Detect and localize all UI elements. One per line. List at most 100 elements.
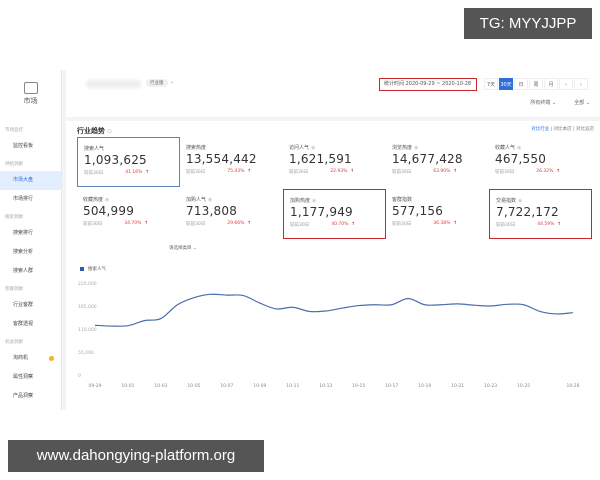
sidebar-logo-label: 市场 (23, 97, 38, 105)
metric-card[interactable]: 浏览热度 ◉ 14,677,428 较前30日 63.90% ↑ (386, 137, 489, 187)
sidebar-item[interactable]: 搜索排行 (13, 230, 34, 236)
svg-text:09-29: 09-29 (88, 383, 101, 389)
main-content: 行业版 ⌄ 统计时间 2020-09-29 ~ 2020-10-28 7天 30天… (66, 70, 600, 410)
arrow-up-icon: ↑ (453, 221, 458, 226)
metric-card[interactable]: 搜索人气 1,093,625 较前30日 41.16% ↑ (77, 137, 180, 187)
metric-card[interactable]: 客群指数 577,156 较前30日 36.38% ↑ (386, 189, 489, 239)
compare-industry-link[interactable]: 对比行业 (531, 127, 550, 132)
period-tab[interactable]: 7天 (484, 78, 498, 90)
metric-compare: 较前30日 36.38% ↑ (392, 221, 458, 227)
industry-trend-panel: 行业趋势 ⊙ 对比行业 | 对比本店 | 对比竞店 搜索人气 1,093,625 … (66, 121, 600, 410)
tg-watermark: TG: MYYJJPP (464, 8, 592, 39)
sidebar-item[interactable]: 淘商机 (0, 349, 61, 368)
sidebar-section-header: 搜索洞察 (5, 215, 23, 220)
metric-card[interactable]: 加购热度 ◉ 1,177,949 较前30日 40.70% ↑ (283, 189, 386, 239)
metric-card[interactable]: 访问人气 ◉ 1,621,591 较前30日 22.93% ↑ (283, 137, 386, 187)
metric-compare: 较前30日 26.32% ↑ (495, 169, 561, 175)
notification-dot-icon (49, 356, 54, 361)
metric-card[interactable]: 收藏人气 ◉ 467,550 较前30日 26.32% ↑ (489, 137, 592, 187)
help-icon[interactable]: ◉ (208, 197, 213, 203)
svg-text:0: 0 (78, 373, 81, 379)
period-tab[interactable]: ‹ (559, 78, 573, 90)
chevron-down-icon[interactable]: ⌄ (170, 79, 175, 85)
arrow-up-icon: ↑ (350, 169, 355, 174)
sidebar-item[interactable]: 市场大盘 (0, 171, 61, 190)
sidebar-item[interactable]: 产品洞察 (13, 393, 34, 399)
sidebar-item[interactable]: 行业客群 (13, 302, 34, 308)
compare-links: 对比行业 | 对比本店 | 对比竞店 (531, 127, 594, 132)
metric-compare: 较前30日 29.66% ↑ (186, 221, 252, 227)
arrow-up-icon: ↑ (145, 170, 150, 175)
metric-compare: 较前30日 75.43% ↑ (186, 169, 252, 175)
help-icon[interactable]: ◉ (518, 198, 523, 204)
metric-compare: 较前30日 22.93% ↑ (289, 169, 355, 175)
metric-value: 504,999 (83, 204, 135, 218)
metric-card[interactable]: 收藏热度 ◉ 504,999 较前30日 34.70% ↑ (77, 189, 180, 239)
metric-card[interactable]: 搜索热度 13,554,442 较前30日 75.43% ↑ (180, 137, 283, 187)
metric-label: 浏览热度 ◉ (392, 145, 419, 151)
svg-text:10-05: 10-05 (187, 383, 200, 389)
category-select-dropdown[interactable]: 请选择类目 ⌄ (169, 246, 197, 251)
scope-filter-dropdown[interactable]: 全部 ⌄ (574, 100, 590, 106)
url-watermark: www.dahongying-platform.org (8, 440, 264, 472)
metric-value: 577,156 (392, 204, 444, 218)
period-tab[interactable]: 周 (529, 78, 543, 90)
arrow-up-icon: ↑ (247, 221, 252, 226)
top-bar: 行业版 ⌄ 统计时间 2020-09-29 ~ 2020-10-28 7天 30天… (66, 70, 600, 117)
sidebar-section-header: 市场监控 (5, 128, 23, 133)
metric-label: 加购人气 ◉ (186, 197, 213, 203)
metric-label: 客群指数 (392, 197, 413, 203)
metric-compare: 较前30日 41.16% ↑ (84, 170, 150, 176)
svg-text:10-11: 10-11 (286, 383, 299, 389)
metric-value: 13,554,442 (186, 152, 257, 166)
help-icon[interactable]: ◉ (414, 145, 419, 151)
terminal-filter-dropdown[interactable]: 所有终端 ⌄ (530, 100, 557, 106)
metric-card[interactable]: 交易指数 ◉ 7,722,172 较前30日 44.59% ↑ (489, 189, 592, 239)
metric-label: 收藏人气 ◉ (495, 145, 522, 151)
metric-compare: 较前30日 34.70% ↑ (83, 221, 149, 227)
metric-value: 1,177,949 (290, 205, 353, 219)
trend-line-chart[interactable]: 0 55,000 110,000 165,000 220,000 09-29 10-01 10… (66, 271, 600, 411)
date-range: 统计时间 2020-09-29 ~ 2020-10-28 (379, 78, 477, 91)
metric-label: 收藏热度 ◉ (83, 197, 110, 203)
sidebar-section-header: 机会洞察 (5, 340, 23, 345)
help-icon[interactable]: ◉ (517, 145, 522, 151)
sidebar-item[interactable]: 搜索人群 (13, 268, 34, 274)
sidebar-item[interactable]: 属性洞察 (13, 374, 34, 380)
svg-text:10-28: 10-28 (566, 383, 579, 389)
metric-label: 搜索人气 (84, 146, 105, 152)
help-icon[interactable]: ⊙ (107, 128, 113, 135)
sidebar-item[interactable]: 监控看板 (13, 143, 34, 149)
chart-legend[interactable]: 搜索人气 (80, 266, 106, 272)
metric-value: 467,550 (495, 152, 547, 166)
sidebar-item[interactable]: 搜索分析 (13, 249, 34, 255)
compare-competitor-link[interactable]: 对比竞店 (576, 127, 594, 132)
compare-own-shop-link[interactable]: 对比本店 (553, 127, 572, 132)
panel-title: 行业趋势 ⊙ (77, 127, 113, 135)
metric-value: 7,722,172 (496, 205, 559, 219)
market-icon (23, 82, 38, 94)
help-icon[interactable]: ◉ (105, 197, 110, 203)
metric-compare: 较前30日 63.90% ↑ (392, 169, 458, 175)
svg-text:10-03: 10-03 (154, 383, 167, 389)
arrow-up-icon: ↑ (247, 169, 252, 174)
period-tab[interactable]: 日 (514, 78, 528, 90)
version-tag[interactable]: 行业版 (146, 79, 168, 87)
period-tab[interactable]: 月 (544, 78, 558, 90)
help-icon[interactable]: ◉ (312, 198, 317, 204)
sidebar-item[interactable]: 市场排行 (13, 196, 34, 202)
svg-text:110,000: 110,000 (78, 327, 97, 333)
sidebar-logo[interactable]: 市场 (0, 70, 61, 122)
period-tab[interactable]: › (574, 78, 588, 90)
period-tab[interactable]: 30天 (499, 78, 513, 90)
help-icon[interactable]: ◉ (311, 145, 316, 151)
metric-card[interactable]: 加购人气 ◉ 713,808 较前30日 29.66% ↑ (180, 189, 283, 239)
metric-value: 713,808 (186, 204, 238, 218)
sidebar-item[interactable]: 客群透视 (13, 321, 34, 327)
metric-label: 加购热度 ◉ (290, 198, 317, 204)
arrow-up-icon: ↑ (144, 221, 149, 226)
svg-text:10-13: 10-13 (319, 383, 332, 389)
metric-label: 访问人气 ◉ (289, 145, 316, 151)
legend-swatch (80, 267, 84, 271)
arrow-up-icon: ↑ (351, 222, 356, 227)
